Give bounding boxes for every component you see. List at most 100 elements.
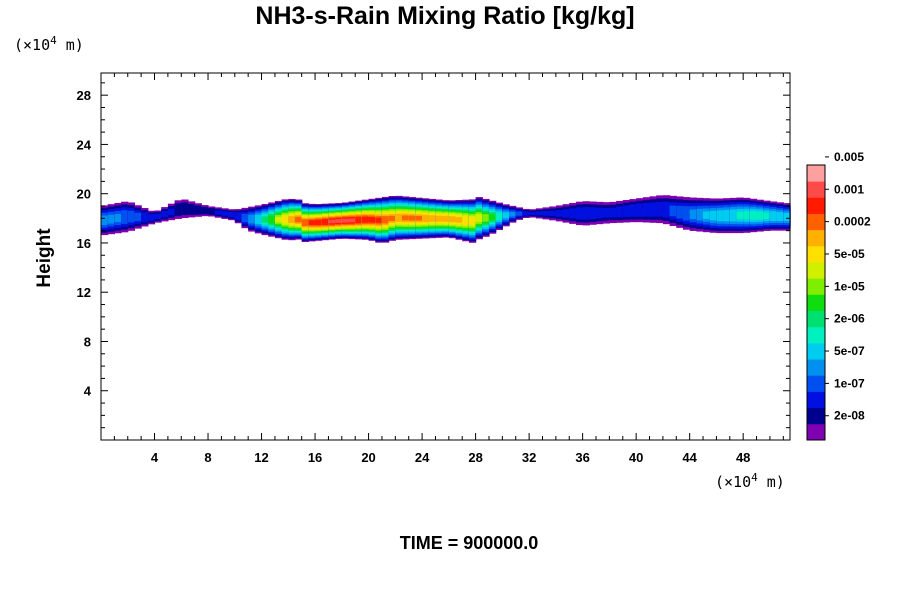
x-tick-label: 44 (682, 450, 697, 465)
field-cell (642, 202, 651, 217)
field-cell (529, 211, 537, 216)
y-axis-label: Height (34, 228, 55, 288)
field-cell (769, 211, 778, 221)
colorbar-swatch (807, 423, 825, 441)
field-cell (141, 212, 149, 223)
field-cell (355, 216, 363, 224)
y-tick-label: 8 (84, 334, 91, 349)
field-cell (422, 214, 430, 223)
field-cell (248, 214, 256, 224)
colorbar-swatch (807, 310, 825, 328)
field-cell (616, 206, 624, 218)
field-cell (114, 214, 122, 223)
field-cell (315, 219, 323, 226)
field-cell (462, 216, 470, 225)
x-tick-label: 32 (522, 450, 536, 465)
field-cell (294, 216, 303, 223)
field-cell (261, 216, 269, 223)
x-tick-label: 12 (254, 450, 268, 465)
field-cell (656, 201, 664, 217)
colorbar-label: 2e-08 (834, 409, 865, 423)
y-tick-label: 20 (77, 187, 91, 202)
colorbar-label: 0.005 (834, 150, 864, 164)
colorbar-swatch (807, 391, 825, 409)
field-cell (622, 205, 631, 218)
x-tick-label: 20 (361, 450, 375, 465)
field-cell (161, 211, 169, 218)
field-cell (408, 215, 416, 221)
colorbar-swatch (807, 342, 825, 360)
field-cell (221, 211, 229, 217)
field-cell (669, 205, 677, 217)
plot-frame (100, 72, 791, 441)
field-cell (602, 208, 610, 218)
field-cell (134, 212, 142, 222)
colorbar-swatch (807, 278, 825, 295)
field-cell (308, 220, 316, 225)
x-tick-label: 40 (629, 450, 643, 465)
x-tick-label: 28 (468, 450, 482, 465)
field-cell (488, 214, 497, 221)
field-cell (549, 210, 557, 217)
x-tick-label: 4 (151, 450, 159, 465)
field-cell (228, 212, 236, 218)
field-cell (368, 216, 376, 223)
colorbar-swatch (807, 359, 825, 376)
colorbar-swatch (807, 245, 825, 263)
field-cell (127, 210, 136, 223)
field-cell (703, 211, 711, 219)
colorbar-swatch (807, 229, 825, 247)
y-tick-label: 28 (77, 88, 91, 103)
field-cell (194, 205, 202, 215)
field-cell (208, 207, 216, 215)
field-cell (181, 202, 189, 216)
field-cell (535, 211, 544, 216)
field-cell (107, 214, 115, 224)
x-axis-unit: (×104 m) (715, 471, 785, 491)
colorbar-frame (806, 164, 826, 441)
field-cell (502, 212, 510, 219)
field-cell (723, 209, 731, 222)
field-cell (375, 217, 383, 223)
field-cell (101, 215, 109, 225)
field-cell (696, 208, 704, 221)
x-tick-label: 48 (736, 450, 750, 465)
colorbar-label: 1e-05 (834, 279, 865, 293)
field-cell (555, 210, 564, 217)
field-cell (167, 208, 176, 216)
mixing-ratio-field (101, 195, 791, 243)
field-cell (147, 214, 156, 221)
field-cell (455, 217, 463, 223)
colorbar-label: 1e-07 (834, 376, 865, 390)
y-axis-unit: (×104 m) (14, 34, 84, 54)
field-cell (154, 213, 162, 220)
field-cell (402, 215, 410, 221)
field-cell (328, 219, 336, 224)
field-cell (743, 211, 751, 220)
x-tick-label: 8 (204, 450, 211, 465)
field-cell (254, 214, 263, 225)
field-cell (749, 211, 758, 220)
field-cell (776, 212, 784, 221)
field-cell (756, 211, 764, 220)
field-cell (575, 207, 584, 220)
field-cell (174, 203, 182, 217)
colorbar-label: 0.0002 (834, 215, 871, 229)
y-tick-label: 12 (77, 285, 91, 300)
field-cell (562, 209, 570, 218)
field-cell (274, 216, 283, 223)
field-cell (569, 208, 577, 219)
field-cell (341, 218, 350, 223)
field-cell (542, 211, 550, 216)
field-cell (475, 214, 483, 223)
field-cell (435, 215, 443, 222)
colorbar-swatch (807, 294, 825, 311)
field-cell (335, 219, 343, 223)
colorbar-label: 2e-06 (834, 312, 865, 326)
field-cell (515, 211, 524, 216)
field-cell (729, 209, 738, 222)
field-cell (361, 216, 370, 223)
field-cell (716, 210, 724, 222)
field-cell (522, 211, 530, 216)
